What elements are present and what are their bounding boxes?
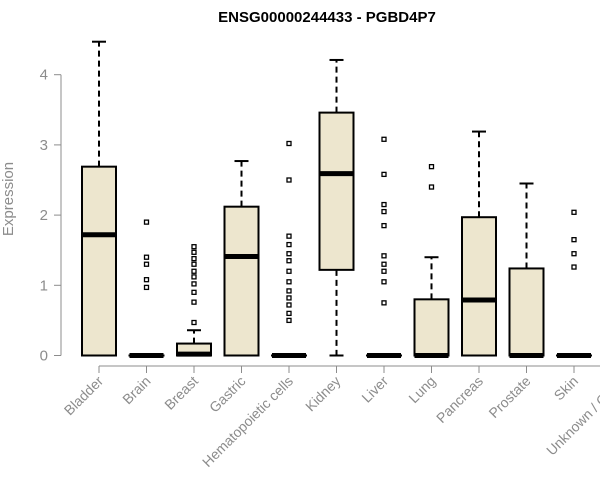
x-tick-label: Liver xyxy=(358,373,391,406)
outlier-point xyxy=(381,171,387,178)
outlier-point xyxy=(286,295,292,301)
outlier-point xyxy=(286,310,292,317)
outlier-point xyxy=(191,268,197,274)
box-group xyxy=(366,136,402,358)
y-tick-label: 4 xyxy=(40,67,48,84)
outlier-point xyxy=(191,255,197,262)
y-tick-label: 3 xyxy=(40,137,48,154)
outlier-point xyxy=(286,317,292,324)
y-tick-label: 1 xyxy=(40,277,48,294)
outlier-point xyxy=(571,264,577,270)
outlier-point xyxy=(286,268,292,274)
x-tick-label: Pancreas xyxy=(433,373,486,426)
box-group xyxy=(271,140,307,358)
outlier-point xyxy=(571,209,577,215)
y-axis-label: Expression xyxy=(0,162,17,236)
x-tick-label: Bladder xyxy=(61,373,107,419)
outlier-point xyxy=(381,208,387,215)
outlier-point xyxy=(571,237,577,243)
outlier-point xyxy=(143,261,150,267)
outlier-point xyxy=(286,241,292,248)
outlier-point xyxy=(286,233,292,239)
y-axis: 0 1 2 3 4 xyxy=(40,67,62,365)
x-tick-label: Skin xyxy=(551,373,582,404)
outlier-point xyxy=(381,222,387,229)
outlier-point xyxy=(191,319,197,326)
box-series xyxy=(81,40,592,358)
y-tick-label: 2 xyxy=(40,207,48,224)
box-iqr xyxy=(508,267,545,357)
x-tick-label: Hematopoietic cells xyxy=(199,373,296,470)
outlier-point xyxy=(286,177,292,183)
x-tick-label: Breast xyxy=(161,373,201,413)
outlier-point xyxy=(286,140,292,147)
box-group xyxy=(318,58,355,357)
outlier-point xyxy=(286,258,292,264)
outlier-point xyxy=(143,254,150,260)
outlier-point xyxy=(381,201,387,208)
outlier-point xyxy=(191,281,197,287)
box-group xyxy=(461,130,497,357)
box-group xyxy=(413,164,450,358)
box-group xyxy=(508,182,545,358)
outlier-point xyxy=(286,251,292,257)
outlier-point xyxy=(381,253,387,259)
outlier-point xyxy=(191,289,197,295)
outlier-point xyxy=(381,136,387,142)
box-group xyxy=(128,219,165,358)
outlier-point xyxy=(428,164,435,170)
outlier-point xyxy=(191,249,197,255)
outlier-point xyxy=(381,279,387,285)
x-tick-label: Prostate xyxy=(485,373,533,421)
x-tick-label: Lung xyxy=(405,373,438,406)
box-group xyxy=(223,160,260,357)
box-iqr xyxy=(81,165,117,357)
outlier-point xyxy=(191,274,197,280)
outlier-point xyxy=(286,288,292,294)
box-iqr xyxy=(318,111,355,271)
box-group xyxy=(81,40,117,357)
box-group xyxy=(556,209,592,358)
outlier-point xyxy=(191,244,197,250)
outlier-point xyxy=(191,261,197,267)
box-iqr xyxy=(413,298,450,357)
outlier-point xyxy=(428,184,435,190)
outlier-point xyxy=(381,261,387,267)
outlier-point xyxy=(143,219,150,225)
outlier-point xyxy=(191,299,197,305)
x-tick-label: Kidney xyxy=(302,373,344,415)
outlier-point xyxy=(286,302,292,308)
outlier-point xyxy=(286,279,292,285)
x-tick-label: Brain xyxy=(119,373,153,407)
outlier-point xyxy=(381,268,387,274)
x-tick-label: Gastric xyxy=(206,373,249,416)
box-iqr xyxy=(223,205,260,357)
chart-title: ENSG00000244433 - PGBD4P7 xyxy=(218,9,436,26)
outlier-point xyxy=(143,277,150,283)
outlier-point xyxy=(381,300,387,306)
outlier-point xyxy=(143,284,150,291)
y-tick-label: 0 xyxy=(40,348,48,365)
box-group xyxy=(176,244,212,357)
outlier-point xyxy=(571,251,577,257)
box-iqr xyxy=(461,216,497,357)
